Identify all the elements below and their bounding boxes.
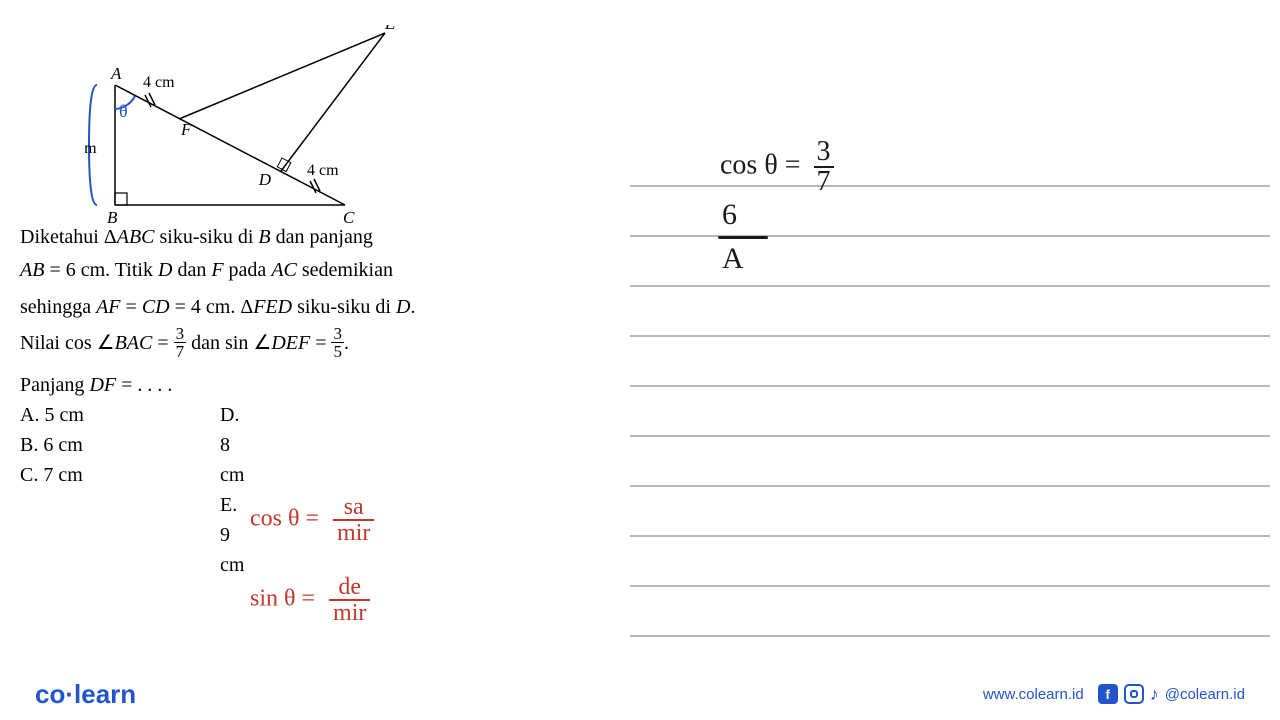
t: DEF	[271, 332, 310, 354]
t: =	[310, 332, 331, 354]
t: CD	[142, 296, 170, 318]
handwriting-sin-formula: sin θ = demir	[250, 575, 370, 625]
ruled-line	[630, 335, 1270, 337]
t: D	[396, 296, 410, 318]
t: mir	[329, 601, 370, 625]
t: ABC	[117, 226, 155, 248]
len-AF: 4 cm	[143, 74, 175, 91]
t: sehingga	[20, 296, 96, 318]
t: BAC	[115, 332, 153, 354]
instagram-icon	[1124, 684, 1144, 704]
option-d: D. 8 cm	[220, 400, 244, 490]
t: D	[158, 259, 172, 281]
problem-panel: A B C D E F 4 cm 4 cm 6 cm θ Diketahui Δ…	[0, 0, 620, 720]
option-b: B. 6 cm	[20, 430, 172, 460]
t: cos θ =	[720, 149, 801, 180]
t: B	[258, 226, 270, 248]
label-E: E	[384, 25, 396, 33]
handwriting-6: 6	[722, 198, 737, 232]
handwriting-A: A	[722, 242, 744, 276]
t: = . . . .	[116, 374, 172, 396]
t: sedemikian	[297, 259, 393, 281]
t: =	[152, 332, 173, 354]
footer: co·learn www.colearn.id f ♪ @colearn.id	[0, 668, 1280, 720]
ruled-line	[630, 435, 1270, 437]
t: .	[410, 296, 415, 318]
t: = 6 cm. Titik	[44, 259, 158, 281]
len-AB: 6 cm	[85, 140, 97, 157]
colearn-logo: co·learn	[35, 679, 136, 710]
t: .	[344, 332, 349, 354]
t: pada	[224, 259, 272, 281]
tiktok-icon: ♪	[1150, 684, 1159, 705]
ruled-line	[630, 585, 1270, 587]
handwriting-fraction-bar	[718, 236, 768, 239]
problem-text: Diketahui ΔABC siku-siku di B dan panjan…	[20, 222, 580, 364]
option-e: E. 9 cm	[220, 490, 244, 580]
social-icons: f ♪ @colearn.id	[1098, 684, 1245, 705]
ruled-line	[630, 385, 1270, 387]
t: dan sin ∠	[186, 332, 271, 354]
handwriting-cos-theta: cos θ = 37	[720, 138, 834, 196]
t: cos θ =	[250, 506, 319, 532]
answer-options: Panjang DF = . . . . A. 5 cm B. 6 cm C. …	[20, 370, 172, 490]
footer-right: www.colearn.id f ♪ @colearn.id	[983, 684, 1245, 705]
t: 3	[814, 138, 834, 168]
ruled-line	[630, 635, 1270, 637]
t: learn	[74, 679, 136, 709]
theta-label: θ	[119, 101, 128, 121]
label-F: F	[180, 120, 192, 139]
t: ·	[65, 679, 74, 709]
t: AB	[20, 259, 44, 281]
label-D: D	[258, 170, 272, 189]
footer-handle: @colearn.id	[1165, 686, 1245, 703]
t: Diketahui Δ	[20, 226, 117, 248]
t: AC	[271, 259, 297, 281]
t: = 4 cm. Δ	[170, 296, 254, 318]
t: sin θ =	[250, 586, 315, 612]
t: F	[211, 259, 223, 281]
facebook-icon: f	[1098, 684, 1118, 704]
label-A: A	[110, 64, 122, 83]
handwriting-cos-formula: cos θ = samir	[250, 495, 374, 545]
t: mir	[333, 521, 374, 545]
t: 5	[331, 343, 344, 360]
t: 3	[174, 325, 187, 343]
option-a: A. 5 cm	[20, 400, 172, 430]
ruled-line	[630, 285, 1270, 287]
ruled-line	[630, 535, 1270, 537]
t: siku-siku di	[155, 226, 259, 248]
t: co	[35, 679, 65, 709]
t: de	[329, 575, 370, 601]
t: Panjang	[20, 374, 89, 396]
t: dan	[172, 259, 211, 281]
t: =	[121, 296, 142, 318]
t: 7	[174, 343, 187, 360]
t: sa	[333, 495, 374, 521]
len-DC: 4 cm	[307, 162, 339, 179]
t: 7	[814, 168, 834, 196]
t: DF	[89, 374, 116, 396]
t: AF	[96, 296, 120, 318]
option-c: C. 7 cm	[20, 460, 172, 490]
t: siku-siku di	[292, 296, 396, 318]
t: FED	[253, 296, 292, 318]
ruled-line	[630, 485, 1270, 487]
t: Nilai cos ∠	[20, 332, 115, 354]
work-area	[625, 0, 1280, 720]
geometry-diagram: A B C D E F 4 cm 4 cm 6 cm θ	[85, 25, 425, 225]
t: dan panjang	[271, 226, 373, 248]
t: 3	[331, 325, 344, 343]
footer-url: www.colearn.id	[983, 686, 1084, 703]
